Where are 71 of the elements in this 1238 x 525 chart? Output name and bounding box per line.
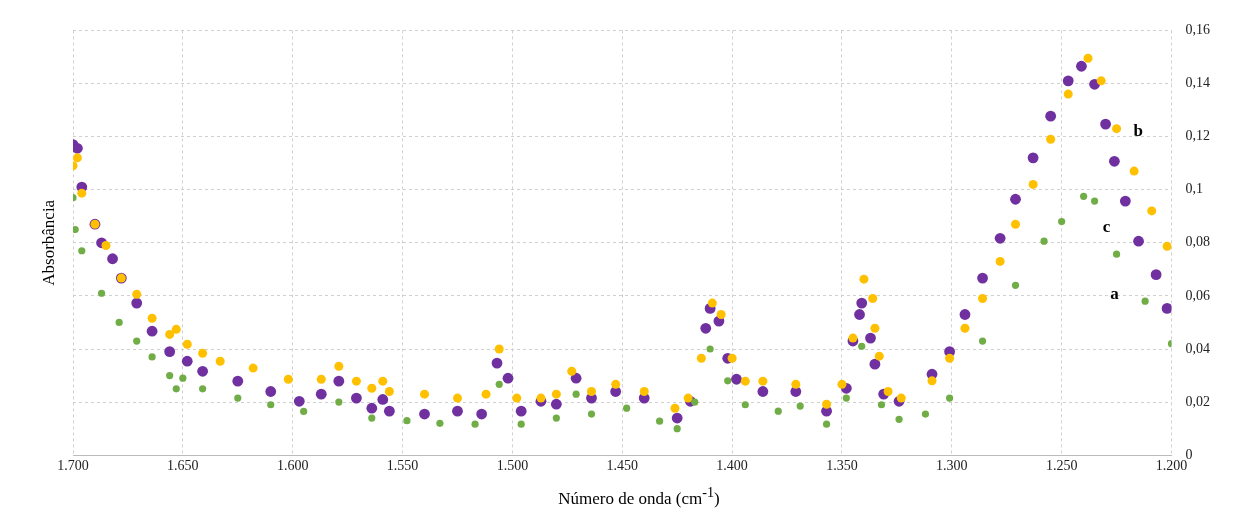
- point: [623, 404, 631, 412]
- x-axis-title: Número de onda (cm$^{-1}$): [557, 484, 721, 509]
- y-tick-label: 0,06: [1185, 287, 1210, 303]
- point: [403, 417, 411, 425]
- x-tick-label: 1.650: [167, 458, 199, 474]
- point: [368, 414, 376, 422]
- point: [179, 374, 187, 382]
- point: [706, 345, 714, 353]
- point: [267, 401, 275, 409]
- series-label: a: [1110, 283, 1120, 303]
- x-tick-label: 1.250: [1045, 458, 1078, 474]
- point: [842, 394, 850, 402]
- point: [796, 402, 804, 410]
- point: [946, 394, 954, 402]
- x-tick-label: 1.500: [496, 458, 529, 474]
- point: [1040, 237, 1048, 245]
- x-tick-label: 1.350: [826, 458, 858, 474]
- point: [1080, 192, 1088, 200]
- point: [572, 390, 580, 398]
- point: [471, 420, 479, 428]
- y-tick-label: 0,16: [1185, 22, 1210, 38]
- point: [172, 385, 180, 393]
- x-tick-label: 1.550: [386, 458, 419, 474]
- point: [877, 401, 886, 409]
- point: [673, 425, 681, 433]
- point: [1091, 197, 1099, 205]
- point: [495, 380, 503, 388]
- point: [1141, 297, 1149, 305]
- y-tick-label: 0,12: [1185, 128, 1210, 144]
- series-label: c: [1102, 216, 1111, 236]
- x-tick-label: 1.700: [57, 458, 89, 474]
- point: [978, 337, 987, 345]
- point: [822, 420, 831, 428]
- point: [691, 398, 699, 406]
- y-tick-label: 0: [1185, 446, 1193, 462]
- x-tick-label: 1.400: [716, 458, 748, 474]
- point: [97, 289, 106, 297]
- y-axis-title: Absorbância: [39, 199, 59, 286]
- point: [300, 407, 308, 415]
- point: [552, 414, 560, 422]
- point: [724, 377, 732, 385]
- point: [517, 420, 525, 428]
- x-tick-label: 1.300: [936, 458, 968, 474]
- point: [774, 407, 782, 415]
- point: [115, 318, 123, 327]
- point: [78, 247, 86, 255]
- point: [587, 410, 596, 418]
- x-tick-label: 1.200: [1155, 458, 1188, 474]
- point: [166, 371, 174, 380]
- x-tick-label: 1.600: [276, 458, 309, 474]
- point: [436, 419, 444, 427]
- point: [1112, 250, 1121, 258]
- point: [199, 385, 207, 393]
- y-tick-label: 0,04: [1185, 340, 1210, 356]
- point: [1011, 281, 1020, 289]
- series-label: b: [1133, 120, 1143, 140]
- point: [148, 353, 156, 361]
- point: [234, 394, 242, 402]
- y-tick-label: 0,14: [1185, 75, 1210, 91]
- point: [741, 401, 749, 409]
- point: [1058, 217, 1066, 226]
- point: [335, 398, 343, 406]
- y-tick-label: 0,02: [1185, 393, 1210, 409]
- point: [858, 342, 866, 350]
- point: [133, 337, 141, 345]
- x-tick-label: 1.450: [606, 458, 638, 474]
- point: [656, 417, 664, 425]
- y-tick-label: 0,08: [1185, 234, 1210, 250]
- y-tick-label: 0,1: [1185, 181, 1203, 197]
- point: [921, 410, 930, 418]
- point: [895, 415, 903, 423]
